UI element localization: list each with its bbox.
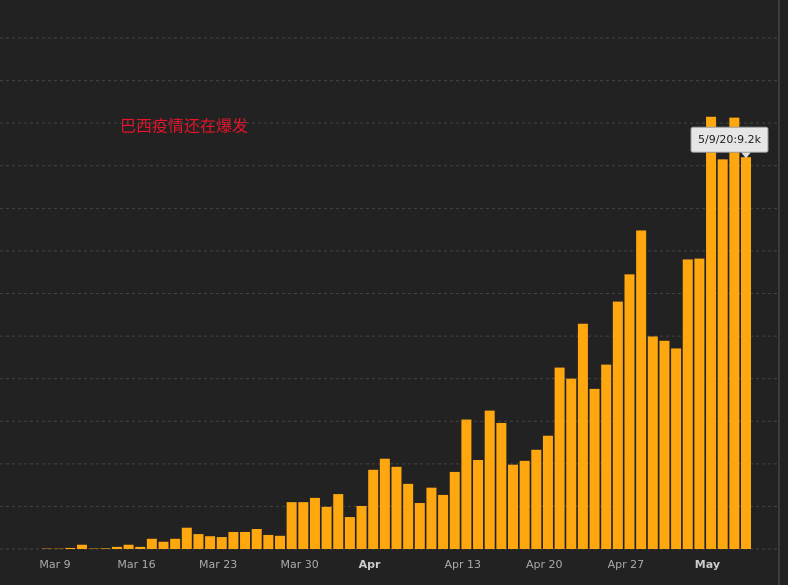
bar (706, 116, 717, 549)
bar (647, 336, 658, 549)
bar (741, 157, 751, 549)
x-tick-label: Apr 13 (444, 558, 481, 571)
bar (566, 378, 577, 549)
bar (601, 364, 612, 549)
bar (205, 536, 216, 549)
bar (438, 494, 449, 549)
x-tick-label: Mar 23 (199, 558, 237, 571)
bar (612, 301, 623, 549)
bar (100, 548, 111, 549)
tooltip: 5/9/20:9.2k (690, 126, 769, 159)
bar (508, 464, 518, 549)
bar (449, 471, 460, 549)
bar (414, 503, 425, 549)
x-tick-label: Apr 20 (526, 558, 563, 571)
bar (391, 466, 402, 549)
bar (298, 502, 309, 549)
x-tick-label: May (695, 558, 720, 571)
bar (368, 469, 379, 549)
bars (18, 116, 751, 550)
tooltip-text: 5/9/20:9.2k (698, 133, 762, 146)
x-tick-label: Mar 9 (39, 558, 70, 571)
bar (589, 388, 600, 549)
bar (309, 497, 320, 549)
bar (577, 323, 588, 549)
bar (671, 348, 682, 549)
x-tick-label: Apr (359, 558, 381, 571)
bar (682, 259, 693, 549)
bar (624, 274, 635, 549)
bar (379, 458, 390, 549)
bar (263, 534, 274, 549)
bar (531, 449, 542, 549)
bar (356, 505, 367, 549)
bar (496, 422, 507, 549)
x-tick-label: Mar 30 (281, 558, 319, 571)
bar (333, 494, 344, 549)
bar (554, 367, 565, 549)
bar (158, 541, 169, 549)
bar (403, 483, 414, 549)
bar (123, 544, 134, 549)
bar (426, 487, 437, 549)
bar (228, 531, 239, 549)
x-tick-label: Mar 16 (117, 558, 155, 571)
bar (135, 546, 146, 549)
bar (65, 547, 76, 549)
bar (519, 460, 530, 549)
bar (484, 410, 495, 549)
bar (240, 531, 251, 549)
bar (344, 517, 355, 549)
tooltip-pointer (741, 152, 751, 159)
bar (321, 506, 332, 549)
bar (542, 435, 553, 549)
bar (76, 544, 87, 549)
bar (717, 159, 728, 550)
annotation: 巴西疫情还在爆发 (120, 117, 248, 136)
bar (473, 460, 484, 549)
bar (729, 117, 740, 550)
bar (636, 230, 647, 549)
bar (170, 538, 181, 549)
bar (251, 528, 262, 549)
bar (181, 527, 192, 549)
bar (216, 537, 227, 549)
bar (146, 538, 157, 549)
tooltip-box (690, 126, 769, 153)
bar (461, 419, 472, 549)
bar (286, 502, 297, 549)
bar (193, 534, 204, 549)
bar (275, 535, 285, 549)
x-tick-label: Apr 27 (608, 558, 645, 571)
bar (659, 340, 670, 549)
bar (111, 546, 122, 549)
bar (694, 258, 705, 549)
